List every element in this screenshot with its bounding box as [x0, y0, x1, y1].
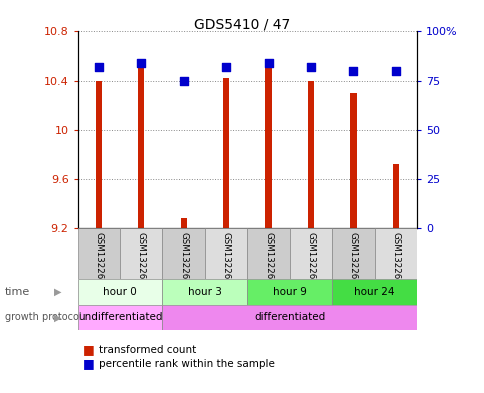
Bar: [332, 228, 374, 279]
Bar: [392, 164, 398, 228]
Point: [180, 77, 187, 84]
Bar: [374, 228, 416, 279]
Text: hour 9: hour 9: [272, 287, 306, 297]
Bar: [77, 305, 162, 330]
Text: hour 0: hour 0: [103, 287, 136, 297]
Point: [391, 68, 399, 74]
Text: GSM1322684: GSM1322684: [348, 231, 357, 290]
Text: ■: ■: [82, 357, 94, 370]
Text: ▶: ▶: [54, 287, 62, 297]
Text: ■: ■: [82, 343, 94, 356]
Text: GDS5410 / 47: GDS5410 / 47: [194, 18, 290, 32]
Bar: [265, 66, 271, 228]
Text: undifferentiated: undifferentiated: [77, 312, 162, 322]
Bar: [77, 279, 162, 305]
Text: hour 3: hour 3: [188, 287, 221, 297]
Text: GSM1322682: GSM1322682: [263, 231, 272, 290]
Text: transformed count: transformed count: [99, 345, 197, 355]
Point: [95, 64, 103, 70]
Point: [306, 64, 314, 70]
Bar: [289, 228, 332, 279]
Text: hour 24: hour 24: [354, 287, 394, 297]
Point: [137, 60, 145, 66]
Text: GSM1322678: GSM1322678: [94, 231, 103, 290]
Bar: [247, 279, 332, 305]
Bar: [120, 228, 162, 279]
Bar: [138, 68, 144, 228]
Text: differentiated: differentiated: [254, 312, 325, 322]
Bar: [332, 279, 416, 305]
Point: [264, 60, 272, 66]
Bar: [180, 218, 186, 228]
Bar: [349, 93, 356, 228]
Point: [349, 68, 357, 74]
Bar: [95, 81, 102, 228]
Bar: [162, 228, 204, 279]
Bar: [307, 81, 314, 228]
Text: growth protocol: growth protocol: [5, 312, 81, 322]
Text: percentile rank within the sample: percentile rank within the sample: [99, 358, 275, 369]
Text: ▶: ▶: [54, 312, 62, 322]
Bar: [204, 228, 247, 279]
Text: GSM1322680: GSM1322680: [179, 231, 188, 290]
Bar: [162, 279, 247, 305]
Text: GSM1322683: GSM1322683: [306, 231, 315, 290]
Text: GSM1322679: GSM1322679: [136, 231, 146, 290]
Bar: [247, 228, 289, 279]
Bar: [162, 305, 416, 330]
Bar: [77, 228, 120, 279]
Text: GSM1322681: GSM1322681: [221, 231, 230, 290]
Text: time: time: [5, 287, 30, 297]
Point: [222, 64, 229, 70]
Bar: [223, 78, 229, 228]
Text: GSM1322685: GSM1322685: [391, 231, 400, 290]
